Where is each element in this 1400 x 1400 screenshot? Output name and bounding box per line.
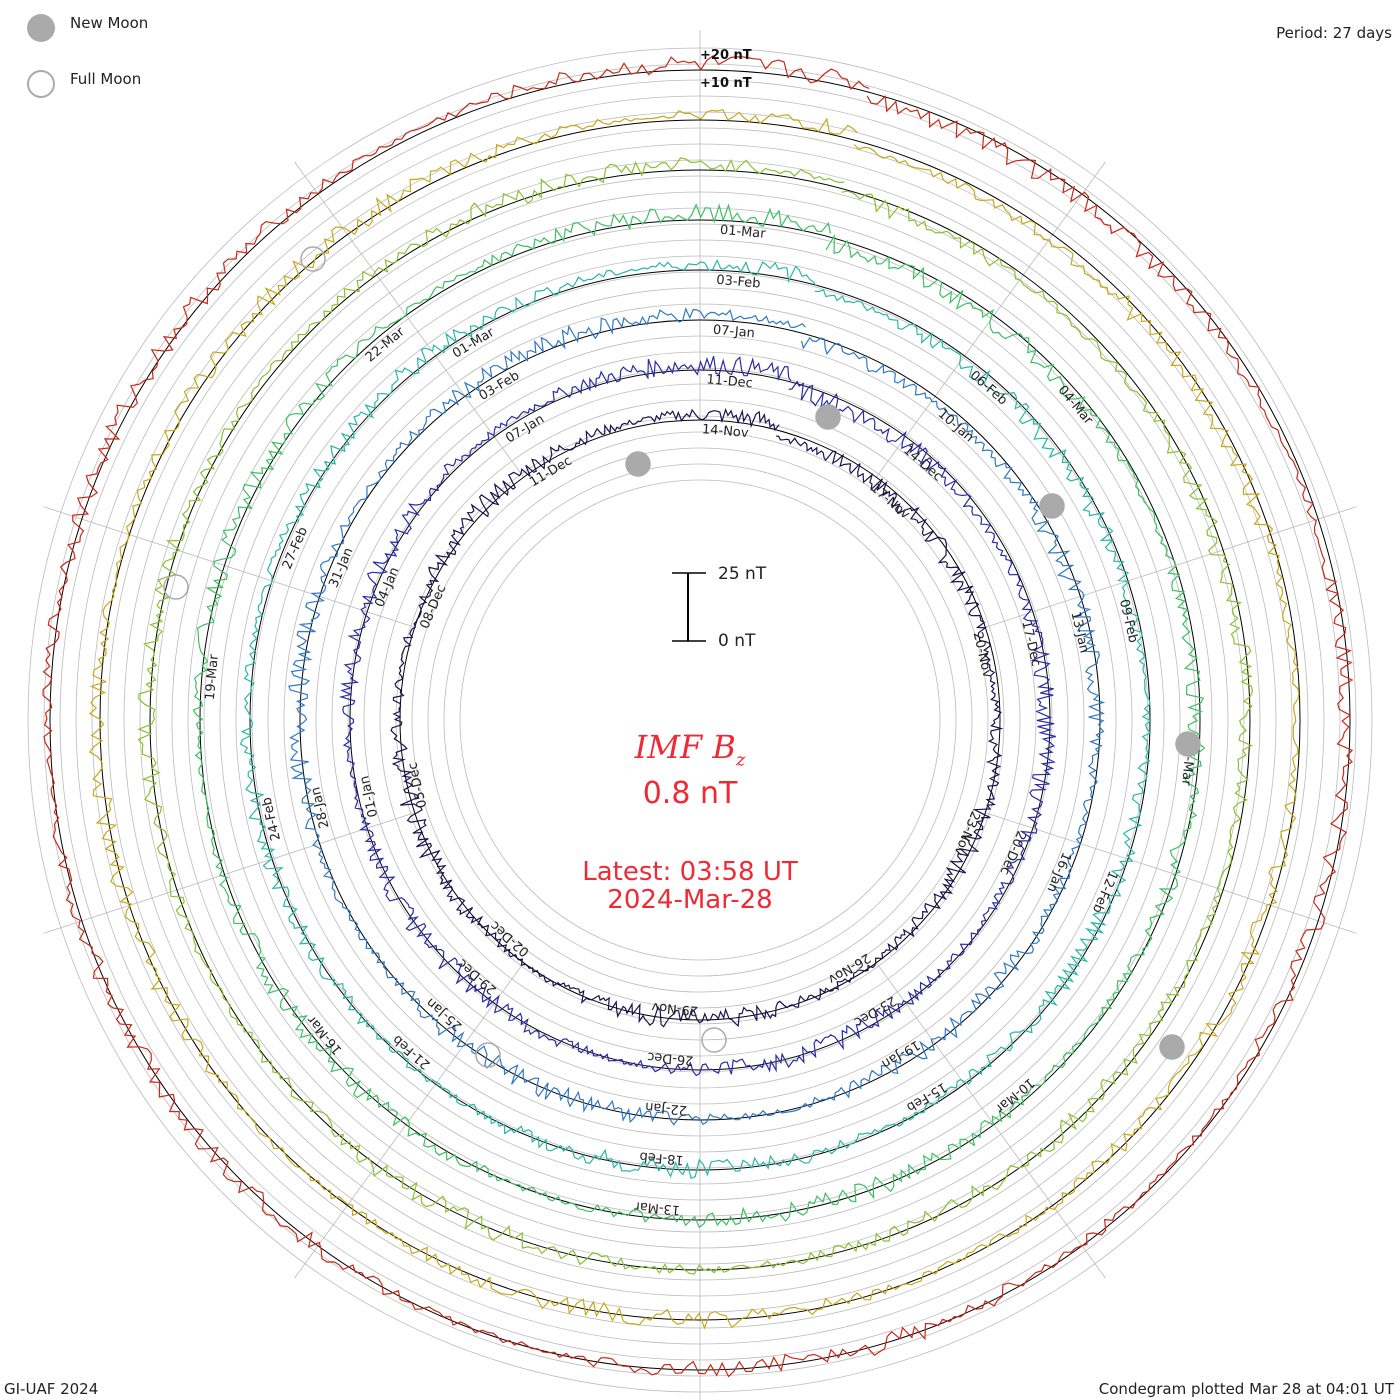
date-label: 29-Nov (651, 999, 699, 1018)
legend-full-moon: Full Moon (70, 70, 142, 88)
new-moon-marker (1159, 1034, 1185, 1060)
new-moon-icon (27, 14, 55, 42)
legend-new-moon: New Moon (70, 14, 149, 32)
reference-circle (149, 169, 1251, 1271)
date-label: 04-Jan (372, 565, 402, 610)
full-moon-icon (27, 70, 55, 98)
center-latest-time: Latest: 03:58 UT (582, 857, 798, 887)
guide-ring (459, 479, 941, 961)
date-label: 13-Mar (633, 1198, 681, 1217)
radial-spoke (985, 812, 1357, 934)
scale-bar-top-label: 25 nT (718, 564, 767, 584)
full-moon-marker (300, 246, 326, 272)
series-trace (239, 258, 1152, 1179)
guide-ring (331, 351, 1069, 1089)
date-label: 19-Mar (203, 653, 222, 701)
center-latest: Latest: 03:58 UT 2024-Mar-28 (490, 858, 890, 914)
radial-spoke (43, 506, 415, 628)
new-moon-marker (625, 451, 651, 477)
series-trace (42, 55, 1354, 1378)
reference-circle (199, 219, 1201, 1221)
series-trace (288, 307, 1106, 1126)
new-moon-marker (1175, 731, 1201, 757)
date-label: 22-Jan (645, 1099, 688, 1118)
guide-ring (347, 367, 1053, 1073)
series-trace (88, 108, 1300, 1330)
new-moon-marker (815, 404, 841, 430)
date-label: 11-Dec (706, 372, 754, 391)
full-moon-marker (475, 1042, 501, 1068)
date-label: 28-Jan (308, 785, 332, 829)
guide-ring (315, 335, 1085, 1105)
full-moon-marker (701, 1027, 727, 1053)
guide-ring (299, 319, 1101, 1121)
date-label: 07-Jan (712, 323, 755, 342)
date-label: 31-Jan (326, 546, 356, 591)
radial-spoke (876, 962, 1106, 1279)
series-trace (390, 407, 1004, 1028)
series-trace (192, 203, 1206, 1229)
date-label: 26-Dec (647, 1049, 695, 1068)
date-label: 03-Feb (716, 273, 761, 292)
date-label: 01-Mar (719, 223, 767, 242)
date-label: 18-Feb (639, 1148, 684, 1167)
guide-ring (363, 383, 1037, 1057)
center-title-sub: z (735, 749, 746, 771)
radial-spoke (43, 812, 415, 934)
footer-right: Condegram plotted Mar 28 at 04:01 UT (1098, 1380, 1394, 1398)
date-label: 05-Dec (405, 761, 430, 810)
new-moon-marker (1039, 493, 1065, 519)
center-value: 0.8 nT (642, 776, 738, 811)
date-label: 09-Feb (1116, 598, 1141, 644)
series-trace (338, 356, 1056, 1077)
date-label: 24-Feb (260, 796, 285, 842)
period-label: Period: 27 days (1276, 24, 1392, 42)
scale-bar-bottom-label: 0 nT (718, 631, 756, 651)
radial-spoke (985, 506, 1357, 628)
guide-ring (411, 431, 989, 1009)
date-label: 20-Nov (970, 631, 995, 680)
reference-circle (349, 369, 1051, 1071)
guide-ring (283, 303, 1117, 1137)
radial-spoke (294, 161, 524, 478)
footer-left: GI-UAF 2024 (4, 1380, 99, 1398)
date-label: 14-Nov (701, 422, 749, 441)
guide-ring (443, 463, 957, 977)
full-moon-marker (163, 574, 189, 600)
reference-circle (49, 69, 1351, 1371)
series-trace (137, 157, 1254, 1275)
reference-circle (299, 319, 1101, 1121)
reference-circle (399, 419, 1001, 1021)
date-label: 01-Jan (357, 774, 381, 818)
guide-ring (379, 399, 1021, 1041)
center-title-main: IMF B (634, 728, 736, 766)
center-title: IMF Bz (490, 728, 890, 770)
outer-scale-10: +10 nT (700, 76, 752, 91)
guide-ring (427, 447, 973, 993)
outer-scale-20: +20 nT (700, 48, 752, 63)
center-latest-date: 2024-Mar-28 (607, 885, 773, 915)
